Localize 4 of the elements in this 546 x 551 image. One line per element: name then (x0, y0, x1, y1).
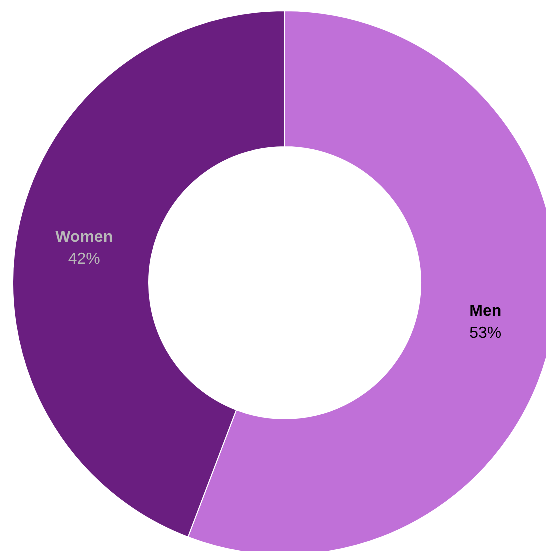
slice-label: Women (56, 229, 114, 246)
data-label: 53% (470, 324, 502, 342)
slice-label: Men (470, 302, 502, 320)
data-label: 42% (68, 251, 100, 268)
